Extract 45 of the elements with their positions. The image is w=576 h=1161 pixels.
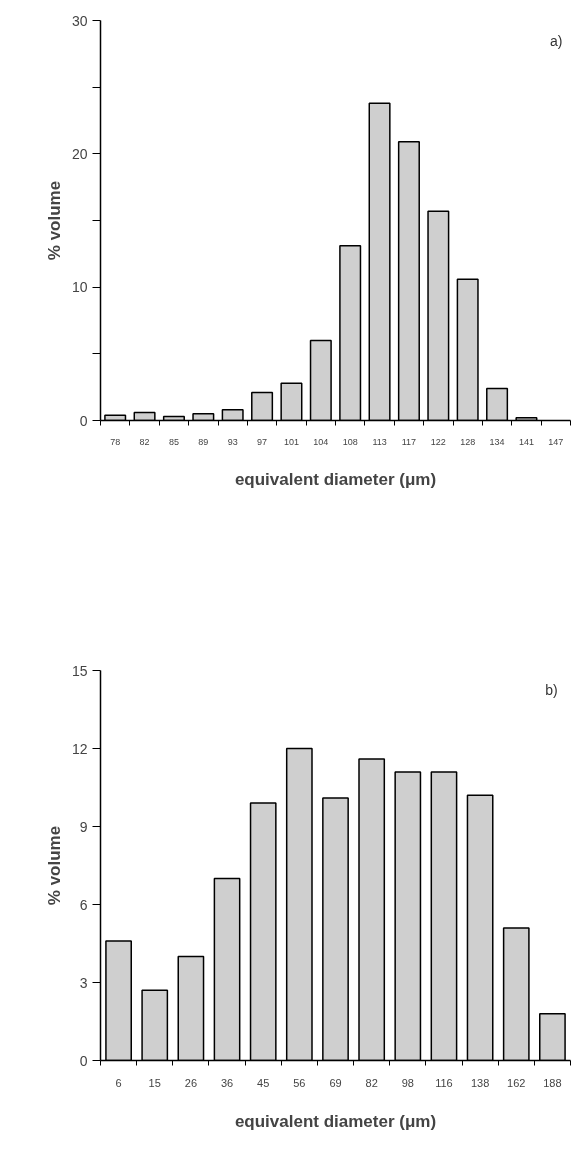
x-tick-label: 128 [460, 436, 476, 447]
x-tick-label: 188 [543, 1076, 562, 1089]
x-tick-label: 104 [313, 436, 329, 447]
y-tick-label: 6 [79, 896, 88, 913]
x-tick-label: 82 [365, 1076, 378, 1089]
x-axis-title: equivalent diameter (μm) [234, 469, 437, 489]
x-tick-label: 113 [372, 436, 387, 447]
y-tick-label: 12 [71, 740, 88, 757]
y-tick-label: 3 [79, 974, 88, 991]
annotation: a) [549, 32, 563, 49]
y-axis-title: % volume [44, 180, 64, 261]
y-tick-label: 10 [71, 279, 88, 296]
x-tick-label: 93 [227, 436, 238, 447]
x-tick-label: 82 [139, 436, 150, 447]
x-tick-label: 134 [489, 436, 505, 447]
annotation: b) [545, 681, 558, 698]
x-tick-label: 162 [507, 1076, 526, 1089]
x-tick-label: 45 [257, 1076, 270, 1089]
y-tick-label: 0 [79, 412, 88, 429]
x-tick-label: 85 [168, 436, 179, 447]
y-tick-label: 0 [79, 1052, 88, 1069]
x-tick-label: 69 [329, 1076, 342, 1089]
x-tick-label: 147 [548, 436, 564, 447]
x-tick-label: 117 [401, 436, 417, 447]
y-tick-label: 15 [71, 662, 88, 679]
y-axis-title: % volume [44, 825, 64, 906]
y-tick-label: 30 [71, 12, 88, 29]
x-tick-label: 36 [220, 1076, 234, 1089]
x-tick-label: 15 [148, 1076, 161, 1089]
x-axis-title: equivalent diameter (μm) [234, 1111, 437, 1131]
x-tick-label: 89 [198, 436, 209, 447]
x-tick-label: 141 [518, 436, 534, 447]
y-tick-label: 20 [71, 145, 88, 162]
x-tick-label: 122 [430, 436, 446, 447]
x-tick-label: 6 [115, 1076, 122, 1089]
x-tick-label: 101 [283, 436, 299, 447]
y-tick-label: 9 [79, 818, 88, 835]
x-tick-label: 98 [401, 1076, 414, 1089]
x-tick-label: 78 [110, 436, 121, 447]
x-tick-label: 97 [257, 436, 268, 447]
x-tick-label: 56 [293, 1076, 306, 1089]
x-tick-label: 26 [184, 1076, 198, 1089]
x-tick-label: 108 [342, 436, 358, 447]
x-tick-label: 116 [435, 1076, 453, 1089]
x-tick-label: 138 [470, 1076, 490, 1089]
